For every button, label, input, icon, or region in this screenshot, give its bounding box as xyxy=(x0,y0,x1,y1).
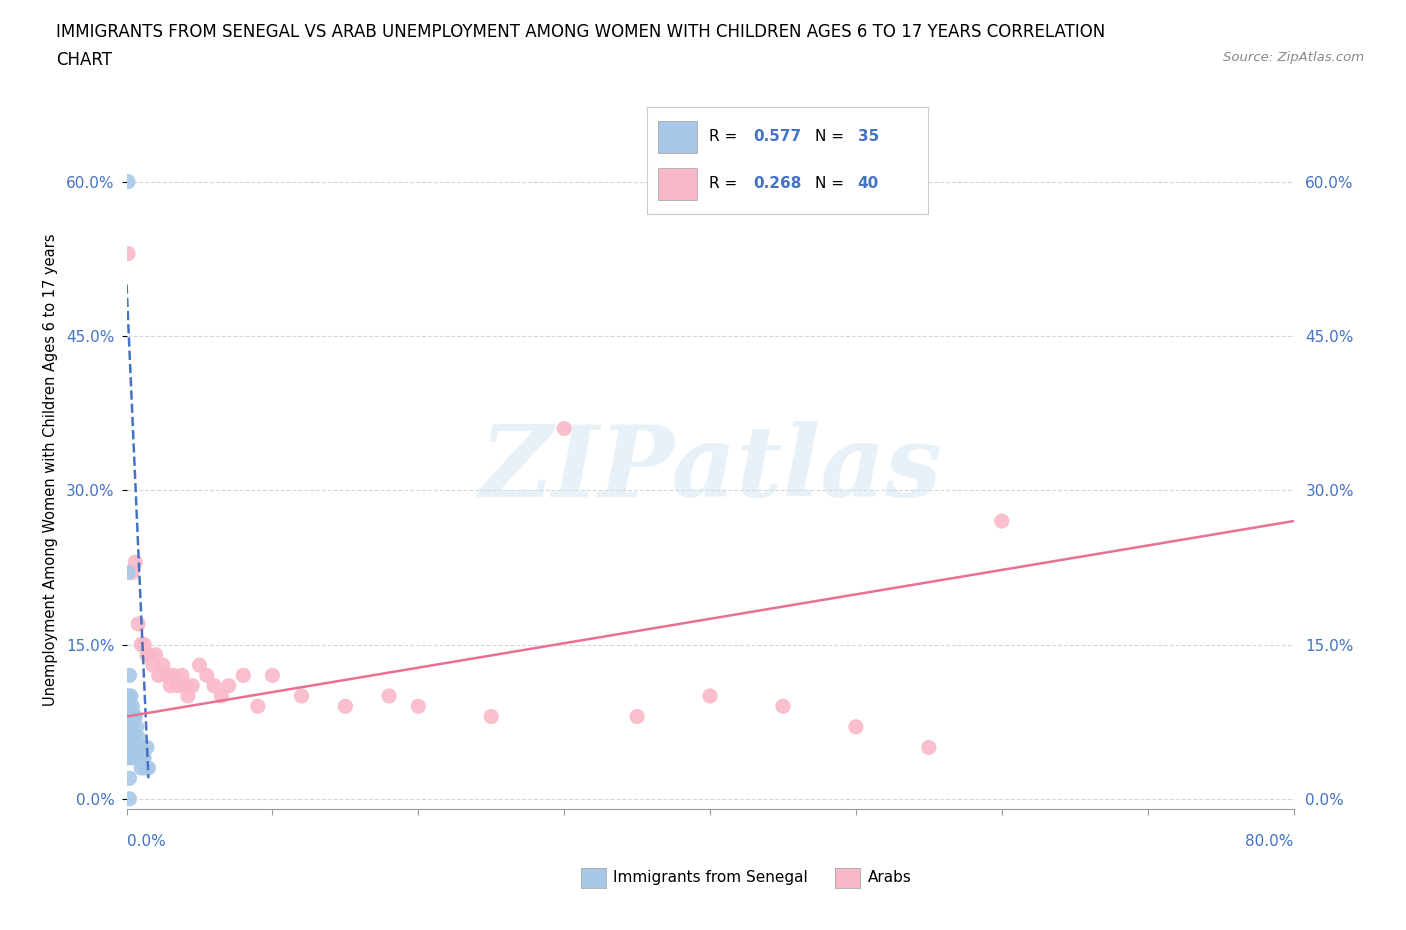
Point xyxy=(845,720,868,735)
Point xyxy=(118,771,141,786)
Point xyxy=(188,658,211,672)
Point xyxy=(145,647,167,662)
Point xyxy=(125,720,148,735)
Point xyxy=(290,688,312,703)
Point xyxy=(159,678,181,693)
Point xyxy=(118,698,141,713)
Bar xyxy=(658,168,697,200)
Point xyxy=(122,730,145,745)
Point xyxy=(121,720,143,735)
Text: 80.0%: 80.0% xyxy=(1246,834,1294,849)
Point xyxy=(129,740,152,755)
Point xyxy=(117,565,139,580)
Text: R =: R = xyxy=(709,177,742,192)
Point xyxy=(118,668,141,683)
Point xyxy=(127,617,149,631)
Point xyxy=(195,668,218,683)
Point xyxy=(918,740,941,755)
Point xyxy=(129,637,152,652)
Point xyxy=(117,688,139,703)
Point xyxy=(177,688,200,703)
Text: N =: N = xyxy=(815,129,849,144)
Point xyxy=(117,246,139,261)
Point xyxy=(117,751,139,765)
Point xyxy=(128,740,150,755)
Point xyxy=(124,709,146,724)
Point xyxy=(124,740,146,755)
Point xyxy=(132,751,155,765)
Point xyxy=(134,761,156,776)
Point xyxy=(139,647,162,662)
Point xyxy=(122,751,145,765)
Text: R =: R = xyxy=(709,129,742,144)
Point xyxy=(118,720,141,735)
Point xyxy=(232,668,254,683)
Point xyxy=(120,688,142,703)
Text: Source: ZipAtlas.com: Source: ZipAtlas.com xyxy=(1223,51,1364,64)
Point xyxy=(120,709,142,724)
Point xyxy=(117,720,139,735)
Text: IMMIGRANTS FROM SENEGAL VS ARAB UNEMPLOYMENT AMONG WOMEN WITH CHILDREN AGES 6 TO: IMMIGRANTS FROM SENEGAL VS ARAB UNEMPLOY… xyxy=(56,23,1105,41)
Point xyxy=(136,647,159,662)
Point xyxy=(162,668,184,683)
Point xyxy=(262,668,284,683)
Text: 40: 40 xyxy=(858,177,879,192)
Point xyxy=(166,678,188,693)
Point xyxy=(626,709,648,724)
Point xyxy=(378,688,401,703)
Text: 0.577: 0.577 xyxy=(754,129,801,144)
Point xyxy=(152,658,174,672)
Text: CHART: CHART xyxy=(56,51,112,69)
Point xyxy=(124,555,146,570)
Point xyxy=(127,730,149,745)
Text: Arabs: Arabs xyxy=(868,870,911,885)
Point xyxy=(131,751,153,765)
Point xyxy=(125,751,148,765)
Point xyxy=(335,698,357,713)
Point xyxy=(246,698,269,713)
Point xyxy=(218,678,240,693)
Point xyxy=(132,637,155,652)
Point xyxy=(118,791,141,806)
Point xyxy=(156,668,179,683)
Point xyxy=(129,761,152,776)
Point xyxy=(202,678,225,693)
Point xyxy=(122,709,145,724)
Point xyxy=(479,709,502,724)
Point xyxy=(990,513,1012,528)
Point xyxy=(118,740,141,755)
Text: ZIPatlas: ZIPatlas xyxy=(479,421,941,518)
Point xyxy=(121,740,143,755)
Text: N =: N = xyxy=(815,177,849,192)
Point xyxy=(120,751,142,765)
Point xyxy=(170,668,193,683)
Text: Immigrants from Senegal: Immigrants from Senegal xyxy=(613,870,808,885)
Point xyxy=(121,698,143,713)
Point xyxy=(117,174,139,189)
Point xyxy=(181,678,204,693)
Point xyxy=(553,421,575,436)
Point xyxy=(174,678,197,693)
Point xyxy=(209,688,232,703)
Point xyxy=(121,565,143,580)
Point xyxy=(127,751,149,765)
Y-axis label: Unemployment Among Women with Children Ages 6 to 17 years: Unemployment Among Women with Children A… xyxy=(44,233,58,706)
Point xyxy=(120,730,142,745)
Point xyxy=(772,698,794,713)
Point xyxy=(699,688,721,703)
Text: 0.0%: 0.0% xyxy=(127,834,166,849)
Bar xyxy=(658,121,697,153)
Point xyxy=(142,658,165,672)
Text: 0.268: 0.268 xyxy=(754,177,801,192)
Point xyxy=(408,698,430,713)
Point xyxy=(148,668,170,683)
Point xyxy=(138,761,160,776)
Text: 35: 35 xyxy=(858,129,879,144)
Point xyxy=(136,740,159,755)
